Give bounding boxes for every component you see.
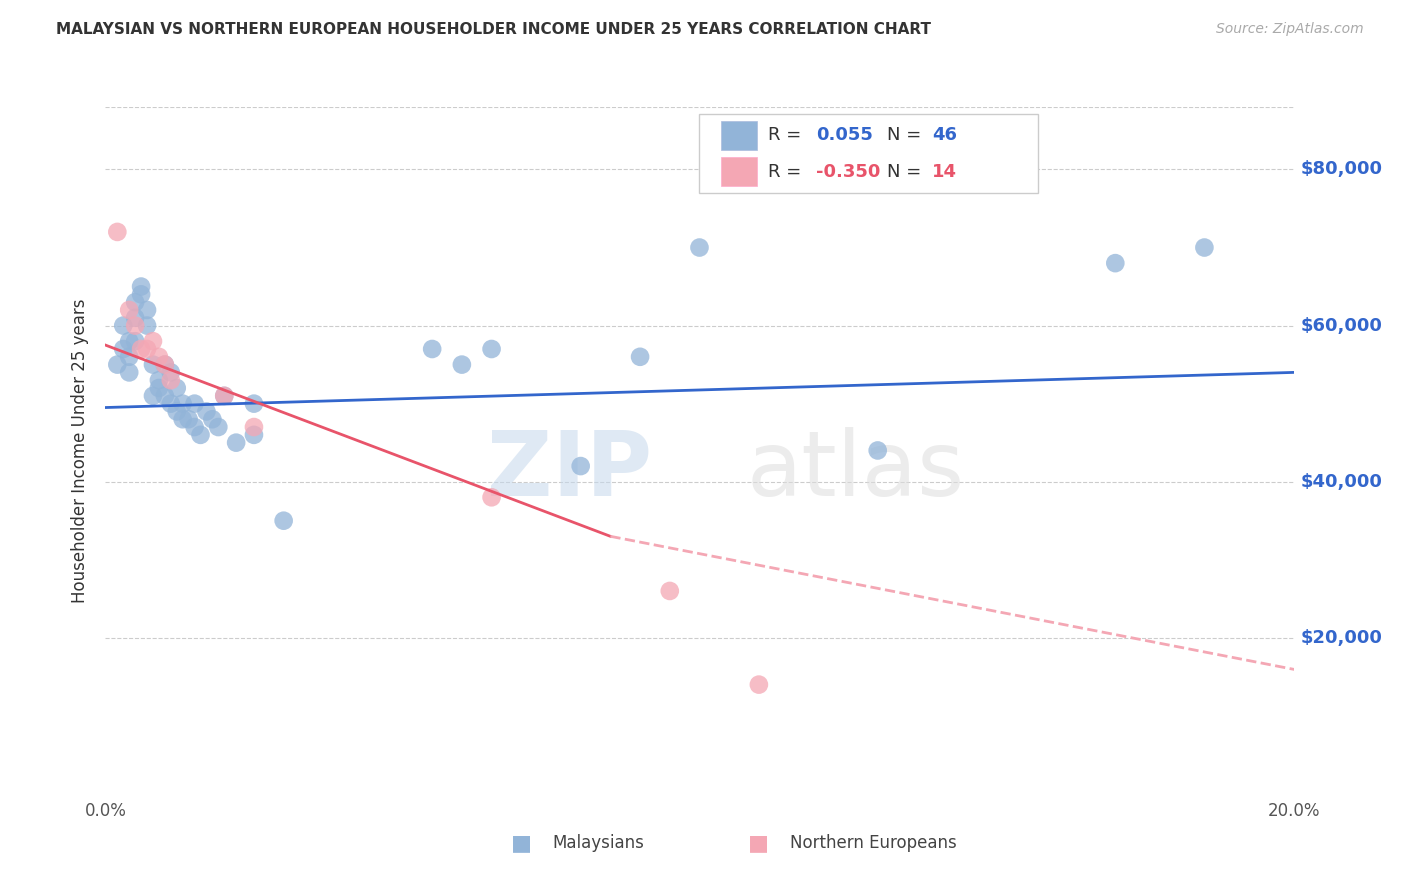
Point	[569, 458, 592, 473]
FancyBboxPatch shape	[700, 114, 1038, 193]
Point	[129, 342, 152, 356]
Text: $80,000: $80,000	[1301, 161, 1382, 178]
Point	[148, 373, 170, 387]
FancyBboxPatch shape	[721, 120, 756, 150]
Point	[243, 427, 266, 442]
Point	[214, 389, 236, 403]
Point	[1104, 256, 1126, 270]
Point	[124, 295, 146, 310]
Point	[129, 287, 152, 301]
Text: Source: ZipAtlas.com: Source: ZipAtlas.com	[1216, 22, 1364, 37]
Point	[628, 350, 651, 364]
Point	[118, 334, 141, 349]
Point	[148, 381, 170, 395]
Text: $40,000: $40,000	[1301, 473, 1382, 491]
Point	[243, 396, 266, 410]
Point	[118, 350, 141, 364]
Point	[481, 342, 503, 356]
Point	[748, 678, 770, 692]
Point	[225, 435, 247, 450]
Point	[190, 427, 212, 442]
Point	[183, 396, 205, 410]
Point	[214, 389, 236, 403]
Text: R =: R =	[769, 162, 807, 180]
Point	[124, 310, 146, 325]
Point	[142, 389, 165, 403]
Point	[273, 514, 295, 528]
Text: $20,000: $20,000	[1301, 629, 1382, 647]
Point	[183, 420, 205, 434]
Point	[172, 412, 194, 426]
Point	[166, 381, 188, 395]
Point	[243, 420, 266, 434]
Text: Northern Europeans: Northern Europeans	[790, 834, 956, 852]
Text: ZIP: ZIP	[486, 427, 652, 515]
Point	[201, 412, 224, 426]
Text: ■: ■	[510, 833, 531, 853]
Text: -0.350: -0.350	[815, 162, 880, 180]
Text: R =: R =	[769, 127, 807, 145]
Point	[136, 342, 159, 356]
Text: N =: N =	[887, 127, 927, 145]
Text: MALAYSIAN VS NORTHERN EUROPEAN HOUSEHOLDER INCOME UNDER 25 YEARS CORRELATION CHA: MALAYSIAN VS NORTHERN EUROPEAN HOUSEHOLD…	[56, 22, 931, 37]
Point	[129, 279, 152, 293]
Point	[153, 389, 176, 403]
Y-axis label: Householder Income Under 25 years: Householder Income Under 25 years	[72, 298, 90, 603]
Point	[166, 404, 188, 418]
Point	[124, 318, 146, 333]
Point	[159, 366, 181, 380]
Point	[159, 373, 181, 387]
Point	[136, 303, 159, 318]
Text: N =: N =	[887, 162, 927, 180]
Text: Malaysians: Malaysians	[553, 834, 644, 852]
Text: 46: 46	[932, 127, 957, 145]
Text: $60,000: $60,000	[1301, 317, 1382, 334]
Point	[142, 334, 165, 349]
Point	[148, 350, 170, 364]
Point	[481, 490, 503, 504]
Text: ■: ■	[748, 833, 769, 853]
Point	[207, 420, 229, 434]
Point	[105, 225, 128, 239]
Point	[195, 404, 218, 418]
Point	[153, 358, 176, 372]
Point	[420, 342, 443, 356]
Point	[450, 358, 472, 372]
Point	[136, 318, 159, 333]
Point	[105, 358, 128, 372]
Point	[159, 396, 181, 410]
Text: atlas: atlas	[747, 427, 965, 515]
Point	[112, 342, 135, 356]
Text: 14: 14	[932, 162, 957, 180]
Point	[142, 358, 165, 372]
Point	[866, 443, 889, 458]
Point	[177, 412, 200, 426]
Point	[689, 240, 711, 255]
Text: 0.055: 0.055	[815, 127, 873, 145]
Point	[153, 358, 176, 372]
Point	[658, 583, 681, 598]
Point	[1194, 240, 1216, 255]
FancyBboxPatch shape	[721, 157, 756, 186]
Point	[118, 366, 141, 380]
Point	[112, 318, 135, 333]
Point	[172, 396, 194, 410]
Point	[118, 303, 141, 318]
Point	[124, 334, 146, 349]
